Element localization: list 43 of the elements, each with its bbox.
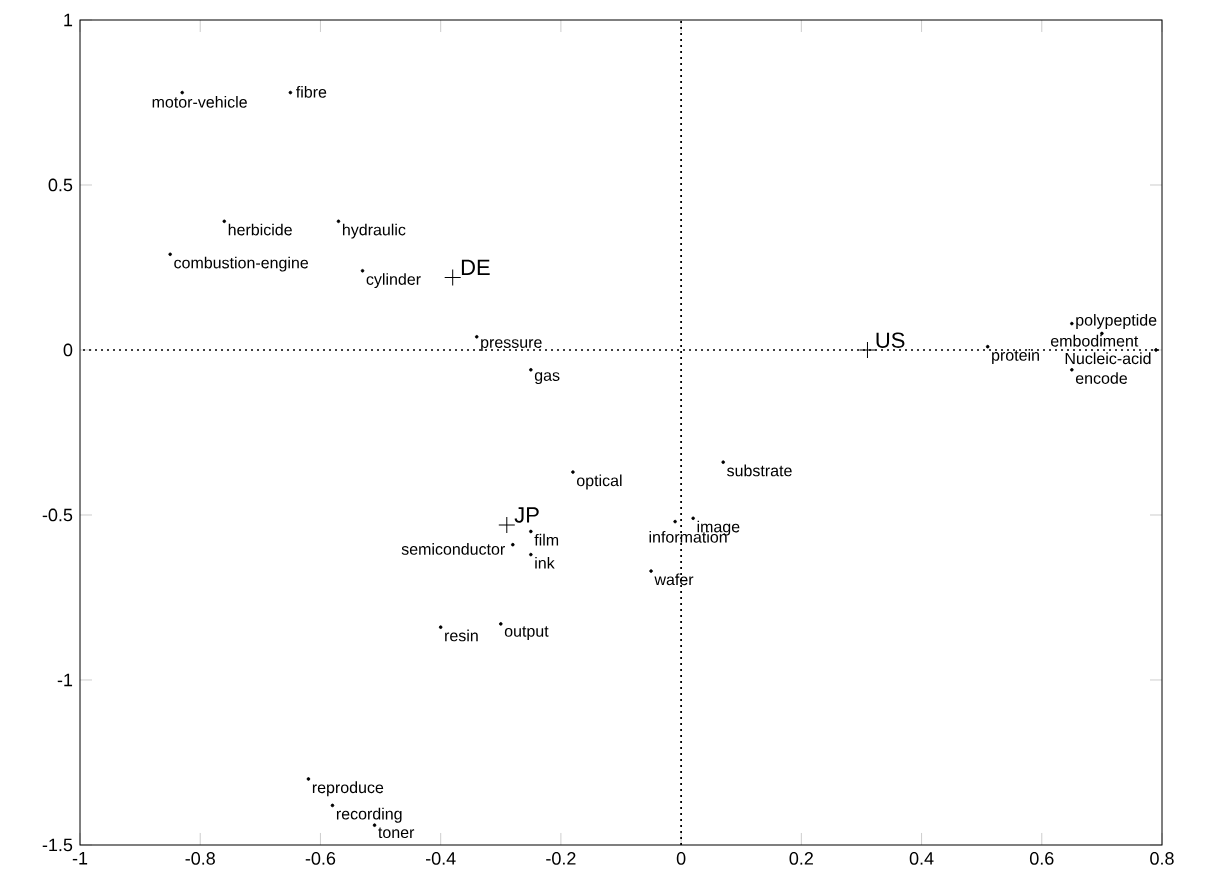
- x-tick-label: 0.8: [1150, 852, 1174, 865]
- annotation: reproduce: [312, 781, 384, 797]
- y-tick-label: 1: [64, 13, 73, 27]
- annotation: DE: [461, 259, 490, 275]
- x-tick-label: 0.2: [789, 852, 813, 865]
- x-tick-label: -1: [72, 852, 88, 865]
- y-tick-label: 0.5: [48, 178, 73, 192]
- annotation: film: [534, 533, 559, 546]
- x-tick-label: 0: [676, 852, 686, 865]
- annotation: protein: [992, 349, 1039, 364]
- annotation: fibre: [296, 85, 327, 98]
- x-tick-label: -0.8: [185, 852, 215, 865]
- annotation: combustion-engine: [174, 256, 309, 272]
- annotation: pressure: [481, 339, 542, 352]
- annotation: polypeptide: [1076, 313, 1157, 329]
- annotation: optical: [576, 474, 622, 490]
- annotation: motor-vehicle: [152, 95, 247, 108]
- y-tick-label: -0.5: [42, 508, 73, 522]
- annotation: JP: [514, 507, 539, 523]
- annotation: embodiment: [1050, 334, 1139, 347]
- annotation: gas: [534, 372, 560, 385]
- x-tick-label: -0.6: [305, 852, 336, 865]
- annotation: substrate: [727, 464, 792, 477]
- annotation: hydraulic: [342, 223, 406, 239]
- annotation: recording: [336, 807, 402, 823]
- annotation: herbicide: [228, 223, 292, 236]
- annotation: semiconductor: [401, 543, 505, 555]
- annotation: US: [876, 332, 905, 348]
- annotation: ink: [535, 556, 555, 569]
- annotation: cylinder: [366, 273, 421, 289]
- annotation: resin: [445, 629, 478, 642]
- x-tick-label: -0.2: [546, 852, 576, 865]
- y-tick-label: 0: [63, 343, 73, 357]
- y-tick-label: -1: [57, 673, 73, 687]
- x-tick-label: -0.4: [425, 852, 456, 865]
- x-tick-label: 0.6: [1029, 852, 1054, 865]
- annotation: wafer: [654, 573, 694, 586]
- annotation: output: [504, 626, 549, 640]
- y-tick-label: -1.5: [42, 838, 73, 852]
- x-tick-label: 0.4: [909, 852, 934, 865]
- annotation: Nucleic-acid: [1065, 352, 1151, 365]
- annotation: encode: [1075, 372, 1128, 384]
- annotation: toner: [378, 827, 415, 839]
